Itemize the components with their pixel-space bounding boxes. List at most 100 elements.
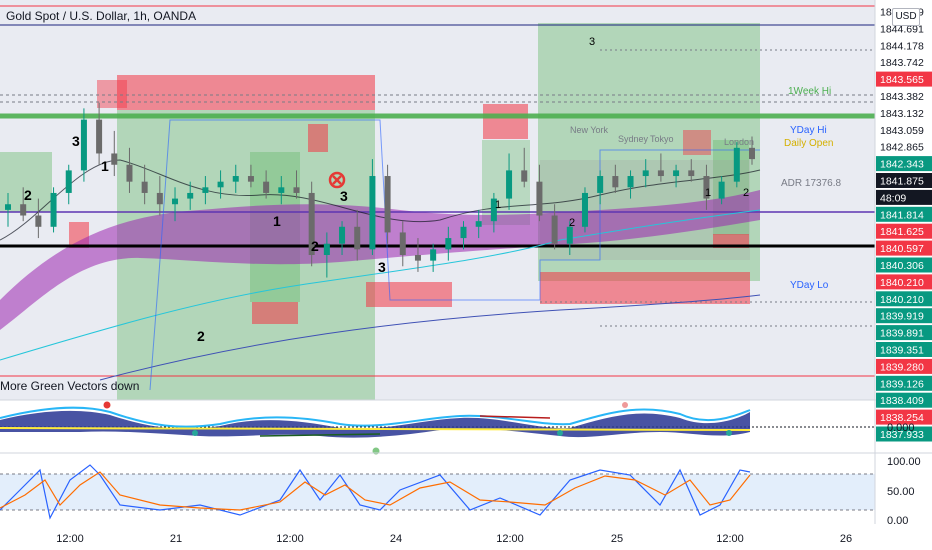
- candle: [308, 192, 315, 255]
- candles-group: [5, 102, 755, 278]
- candle: [414, 254, 421, 261]
- candle: [187, 192, 194, 199]
- red-zone-box: [252, 302, 298, 324]
- candle: [263, 181, 270, 193]
- osc1-signal-cyan: [0, 406, 751, 428]
- line-label-adr: ADR 17376.8: [781, 178, 841, 189]
- price-label-bg: [876, 392, 932, 408]
- candle: [566, 226, 573, 244]
- price-axis-label: 1843.742: [880, 57, 924, 69]
- price-label-bg: [876, 409, 932, 425]
- price-label-bg: [876, 173, 932, 188]
- count-label: 2: [311, 238, 319, 254]
- session-label-london: London: [724, 137, 754, 147]
- session-label-newyork: New York: [570, 125, 609, 135]
- red-zone-box: [97, 80, 127, 108]
- currency-badge[interactable]: USD: [892, 8, 920, 26]
- price-axis-label: 1843.059: [880, 125, 924, 137]
- osc1-green-dot: [192, 430, 198, 436]
- indicator-label: More Green Vectors down: [0, 379, 140, 393]
- price-label-bg: [876, 274, 932, 290]
- price-axis-label: 1839.919: [880, 311, 924, 323]
- count-label: 2: [24, 187, 32, 203]
- candle: [65, 170, 72, 193]
- candle: [733, 147, 740, 182]
- candle: [551, 215, 558, 244]
- osc1-divergence-line: [479, 415, 551, 419]
- candle: [232, 176, 239, 182]
- price-axis-label: 1843.132: [880, 108, 924, 120]
- price-axis-label: 1839.891: [880, 328, 924, 340]
- price-label-bg: [876, 291, 932, 307]
- candle: [657, 170, 664, 177]
- count-label: 1: [101, 158, 109, 174]
- price-axis-label: 1839.126: [880, 378, 924, 390]
- osc1-pink-dot: [622, 402, 628, 408]
- red-zone-box: [308, 124, 328, 152]
- candle: [642, 170, 649, 177]
- osc1-yellow-line: [0, 427, 751, 431]
- line-label-daily-open: Daily Open: [784, 138, 833, 149]
- count-label: 2: [569, 217, 575, 229]
- price-label-bg: [876, 342, 932, 357]
- price-axis-label: 1841.875: [880, 176, 924, 188]
- osc2-k-line: [0, 464, 751, 520]
- line-label-week-hi: 1Week Hi: [788, 86, 831, 97]
- candle: [430, 249, 437, 261]
- candle: [581, 192, 588, 227]
- time-axis-label: 26: [840, 533, 852, 545]
- line-label-yday-lo: YDay Lo: [790, 280, 829, 291]
- time-axis-label: 24: [390, 533, 402, 545]
- count-label: 3: [340, 188, 348, 204]
- price-axis-label: 1843.382: [880, 91, 924, 103]
- price-label-bg: [876, 189, 932, 205]
- time-axis-label: 12:00: [716, 533, 744, 545]
- time-axis[interactable]: 12:00 21 12:00 24 12:00 25 12:00 26: [56, 533, 852, 545]
- candle: [506, 170, 513, 199]
- green-zone-box: [482, 140, 530, 225]
- candle: [703, 176, 710, 199]
- line-label-yday-hi: YDay Hi: [790, 125, 827, 136]
- price-label-bg: [876, 308, 932, 324]
- price-label-bg: [876, 358, 932, 374]
- red-zone-box: [483, 104, 528, 139]
- candle: [339, 226, 346, 244]
- dark-ma-line: [0, 159, 761, 241]
- price-axis-label: 1840.306: [880, 260, 924, 272]
- price-axis-label: 1840.210: [880, 294, 924, 306]
- candle: [126, 164, 133, 182]
- price-axis[interactable]: 1844.8091844.6911844.1781843.7421843.565…: [876, 7, 932, 442]
- candle: [35, 215, 42, 227]
- time-axis-label: 25: [611, 533, 623, 545]
- count-label: 1: [495, 199, 501, 211]
- osc2-axis-label: 50.00: [887, 486, 915, 498]
- price-axis-label: 1843.565: [880, 74, 924, 86]
- osc2-band: [0, 474, 875, 510]
- candle: [80, 119, 87, 171]
- candle: [202, 187, 209, 193]
- price-axis-label: 1837.933: [880, 429, 924, 441]
- osc1-green-dot: [726, 430, 732, 436]
- candle: [369, 176, 376, 250]
- candle: [50, 192, 57, 227]
- blue-step-line: [149, 119, 760, 391]
- time-axis-label: 12:00: [276, 533, 304, 545]
- candle: [445, 238, 452, 250]
- osc2-axis-label: 0.00: [887, 515, 908, 527]
- price-axis-label: 1844.691: [880, 23, 924, 35]
- alert-x-marker: [328, 171, 346, 189]
- count-label: 3: [589, 36, 595, 48]
- price-axis-label: 1839.280: [880, 361, 924, 373]
- osc1-red-dot: [103, 401, 111, 409]
- candle: [597, 176, 604, 193]
- price-axis-label: 1839.351: [880, 345, 924, 357]
- candle: [460, 226, 467, 239]
- price-label-bg: [876, 426, 932, 442]
- red-zone-box: [683, 130, 711, 155]
- candle: [475, 221, 482, 227]
- candle: [521, 170, 528, 182]
- time-axis-label: 12:00: [496, 533, 524, 545]
- candle: [278, 187, 285, 193]
- osc1-green-dot: [557, 430, 563, 436]
